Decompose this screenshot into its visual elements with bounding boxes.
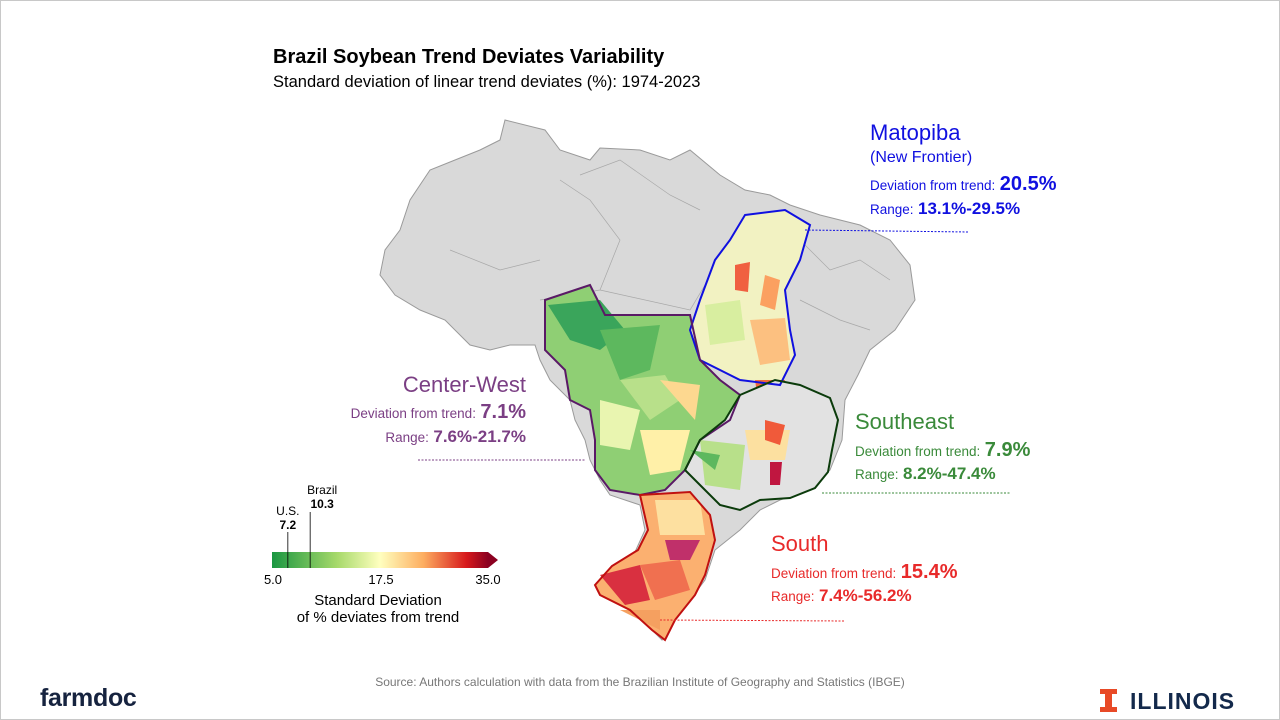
- source-note: Source: Authors calculation with data fr…: [375, 675, 905, 689]
- map-subtitle: Standard deviation of linear trend devia…: [273, 73, 701, 91]
- southeast-range-value: 8.2%-47.4%: [903, 464, 996, 483]
- center-west-range-label: Range:: [385, 430, 429, 445]
- matopiba-leader: [804, 229, 969, 233]
- brazil-marker-name: Brazil: [307, 483, 338, 497]
- southeast-label: Southeast Deviation from trend: 7.9% Ran…: [855, 409, 1030, 484]
- us-marker-label: U.S. 7.2: [273, 504, 303, 532]
- illinois-i-icon: [1100, 689, 1117, 712]
- south-name: South: [771, 531, 829, 556]
- matopiba-name: Matopiba: [870, 120, 961, 145]
- south-label: South Deviation from trend: 15.4% Range:…: [771, 531, 957, 606]
- center-west-deviation-value: 7.1%: [480, 401, 526, 423]
- legend-arrow: [488, 552, 498, 568]
- matopiba-range-label: Range:: [870, 202, 914, 217]
- brazil-marker-value: 10.3: [310, 497, 334, 511]
- legend-tick-mid: 17.5: [368, 572, 394, 587]
- southeast-range-label: Range:: [855, 467, 899, 482]
- center-west-outline: [544, 283, 742, 497]
- center-west-deviation-label: Deviation from trend:: [350, 406, 476, 421]
- south-leader: [659, 619, 846, 622]
- legend-tick-max: 35.0: [475, 572, 501, 587]
- us-marker-name: U.S.: [276, 504, 300, 518]
- south-outline: [593, 490, 717, 642]
- farmdoc-logo: farmdoc: [40, 684, 137, 712]
- south-deviation-value: 15.4%: [900, 561, 958, 583]
- matopiba-note: (New Frontier): [870, 149, 973, 166]
- south-range-label: Range:: [771, 589, 815, 604]
- legend-title-line2: of % deviates from trend: [296, 609, 460, 626]
- map-title: Brazil Soybean Trend Deviates Variabilit…: [273, 46, 665, 68]
- legend-colorbar: [272, 552, 488, 568]
- matopiba-deviation-value: 20.5%: [999, 173, 1057, 195]
- brazil-marker-label: Brazil 10.3: [302, 483, 342, 511]
- center-west-range-value: 7.6%-21.7%: [433, 427, 526, 446]
- legend-tick-min: 5.0: [263, 572, 283, 587]
- us-marker-value: 7.2: [279, 518, 297, 532]
- southeast-deviation-value: 7.9%: [984, 439, 1031, 461]
- matopiba-outline: [688, 208, 812, 387]
- legend-title: Standard Deviation of % deviates from tr…: [262, 592, 494, 626]
- legend-title-line1: Standard Deviation: [314, 592, 442, 609]
- matopiba-range-value: 13.1%-29.5%: [918, 199, 1021, 218]
- center-west-label: Center-West Deviation from trend: 7.1% R…: [300, 372, 526, 447]
- matopiba-deviation-label: Deviation from trend:: [870, 178, 996, 193]
- southeast-outline: [683, 378, 840, 512]
- south-range-value: 7.4%-56.2%: [819, 586, 912, 605]
- southeast-name: Southeast: [855, 409, 955, 434]
- southeast-deviation-label: Deviation from trend:: [855, 444, 981, 459]
- matopiba-label: Matopiba (New Frontier) Deviation from t…: [870, 120, 1056, 219]
- illinois-logo: ILLINOIS: [1130, 688, 1236, 714]
- south-deviation-label: Deviation from trend:: [771, 566, 897, 581]
- center-west-name: Center-West: [402, 372, 526, 397]
